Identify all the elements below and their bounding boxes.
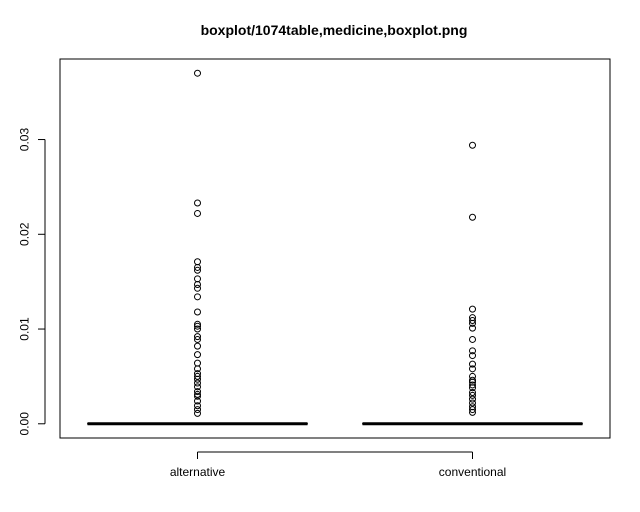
outlier-point	[194, 263, 201, 271]
chart-title: boxplot/1074table,medicine,boxplot.png	[201, 22, 468, 38]
y-tick-label: 0.01	[18, 317, 32, 341]
box-alternative	[87, 69, 308, 426]
x-tick-label: alternative	[170, 465, 226, 479]
x-axis: alternative conventional	[170, 451, 506, 479]
outlier-point	[194, 392, 201, 400]
outlier-point	[469, 384, 476, 392]
outlier-point	[194, 209, 201, 217]
outlier-point	[469, 141, 476, 149]
outlier-point	[194, 333, 201, 341]
outlier-point	[194, 372, 201, 380]
outlier-point	[194, 397, 201, 405]
outlier-point	[194, 199, 201, 207]
outlier-point	[469, 319, 476, 327]
outlier-point	[469, 335, 476, 343]
outlier-point	[194, 402, 201, 410]
outlier-point	[469, 399, 476, 407]
outlier-point	[469, 305, 476, 313]
outlier-point	[194, 69, 201, 77]
outlier-point	[194, 388, 201, 396]
outlier-point	[469, 408, 476, 416]
outlier-point	[194, 325, 201, 333]
outlier-point	[194, 322, 201, 330]
outlier-point	[194, 375, 201, 383]
outlier-point	[469, 347, 476, 355]
outlier-point	[469, 360, 476, 368]
outlier-point	[469, 395, 476, 403]
y-tick-label: 0.02	[18, 222, 32, 246]
outlier-point	[194, 351, 201, 359]
plot-frame	[59, 58, 611, 439]
outlier-point	[469, 391, 476, 399]
outlier-point	[469, 406, 476, 414]
outlier-point	[194, 390, 201, 398]
outlier-point	[194, 365, 201, 373]
outlier-point	[194, 409, 201, 417]
outlier-point	[194, 320, 201, 328]
outlier-point	[194, 335, 201, 343]
outlier-point	[194, 284, 201, 292]
outlier-point	[469, 365, 476, 373]
outlier-point	[194, 342, 201, 350]
outlier-point	[469, 352, 476, 360]
outlier-point	[469, 376, 476, 384]
box-conventional	[362, 141, 583, 426]
outlier-point	[194, 379, 201, 387]
outlier-point	[194, 383, 201, 391]
plot-area	[87, 69, 583, 426]
outlier-point	[194, 281, 201, 289]
outlier-point	[469, 317, 476, 325]
outlier-point	[469, 324, 476, 332]
outlier-point	[194, 406, 201, 414]
outlier-point	[469, 381, 476, 389]
y-tick-label: 0.00	[18, 412, 32, 436]
outlier-point	[194, 308, 201, 316]
y-tick-label: 0.03	[18, 128, 32, 152]
outlier-point	[194, 293, 201, 301]
outlier-point	[469, 389, 476, 397]
outlier-point	[194, 266, 201, 274]
outlier-point	[469, 213, 476, 221]
x-tick-label: conventional	[439, 465, 506, 479]
y-axis: 0.00 0.01 0.02 0.03	[18, 128, 46, 436]
